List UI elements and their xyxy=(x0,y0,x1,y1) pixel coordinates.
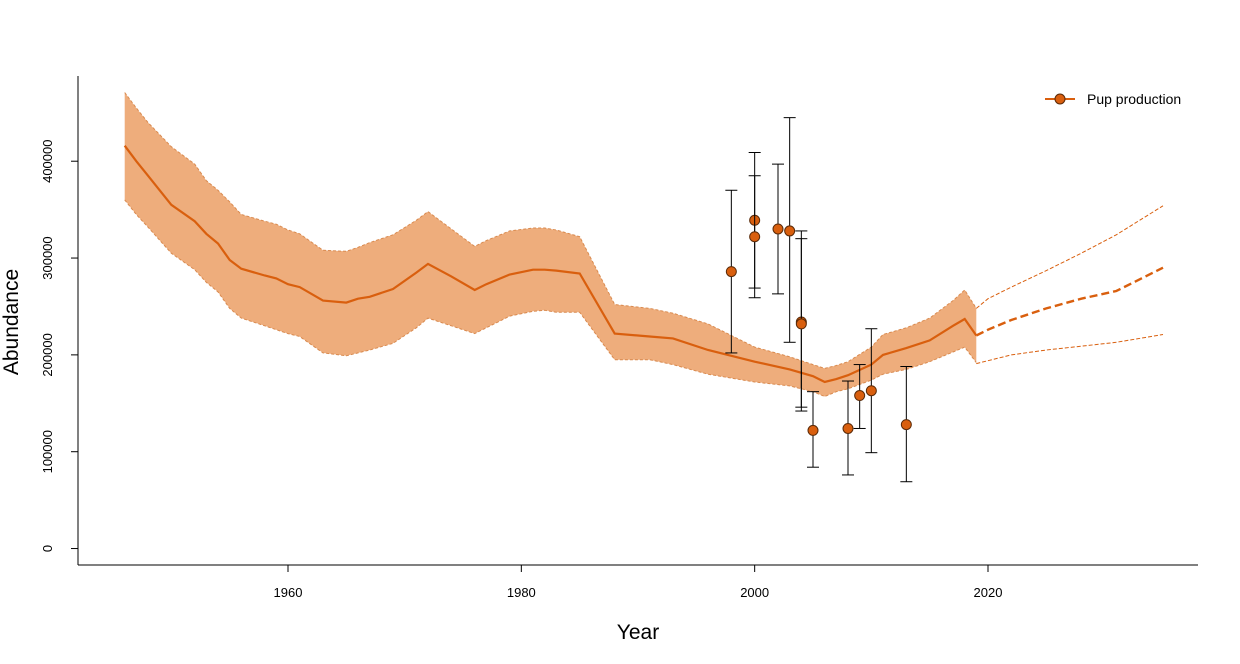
projection-upper-line xyxy=(975,205,1164,309)
estimated-abundance-line xyxy=(123,145,978,384)
pup-production-marker xyxy=(725,266,737,278)
pup-production-marker xyxy=(772,223,784,235)
y-tick-label: 300000 xyxy=(40,236,55,279)
pup-production-point xyxy=(842,380,854,476)
pup-production-marker xyxy=(807,424,819,436)
pup-production-marker xyxy=(865,385,877,397)
confidence-band-lower-edge xyxy=(124,199,977,398)
x-tick-label: 1980 xyxy=(507,585,536,600)
pup-production-point xyxy=(865,328,878,454)
y-tick-label: 100000 xyxy=(40,430,55,473)
confidence-band-upper-edge xyxy=(124,92,977,369)
projection-lower-line xyxy=(976,334,1164,365)
y-axis-ticks: 0 100000 200000 300000 400000 xyxy=(40,140,78,552)
pup-production-point xyxy=(900,365,913,483)
pup-production-marker xyxy=(749,231,761,243)
pup-production-point xyxy=(725,189,738,354)
pup-production-point xyxy=(853,364,866,429)
x-tick-label: 1960 xyxy=(274,585,303,600)
pup-production-point xyxy=(783,117,796,343)
pup-production-marker xyxy=(900,419,912,431)
confidence-band xyxy=(124,92,977,397)
plot-area xyxy=(123,92,1164,483)
legend-label: Pup production xyxy=(1087,91,1181,107)
y-tick-label: 400000 xyxy=(40,140,55,183)
projection-line xyxy=(975,266,1164,337)
y-tick-label: 0 xyxy=(40,545,55,552)
pup-production-marker xyxy=(842,422,854,434)
legend: Pup production xyxy=(1045,91,1181,107)
pup-production-point xyxy=(772,163,784,295)
pup-production-marker xyxy=(795,318,807,330)
pup-production-point xyxy=(748,175,761,299)
x-axis-ticks: 1960 1980 2000 2020 xyxy=(274,565,1003,600)
pup-production-point xyxy=(807,391,819,468)
x-tick-label: 2000 xyxy=(740,585,769,600)
y-tick-label: 200000 xyxy=(40,333,55,376)
y-axis-title: Abundance xyxy=(0,269,23,375)
pup-production-marker xyxy=(854,390,866,402)
x-axis-title: Year xyxy=(617,621,659,644)
x-tick-label: 2020 xyxy=(974,585,1003,600)
legend-marker xyxy=(1054,93,1066,105)
pup-production-points xyxy=(725,117,913,483)
pup-production-marker xyxy=(784,225,796,237)
pup-production-point xyxy=(795,238,808,408)
